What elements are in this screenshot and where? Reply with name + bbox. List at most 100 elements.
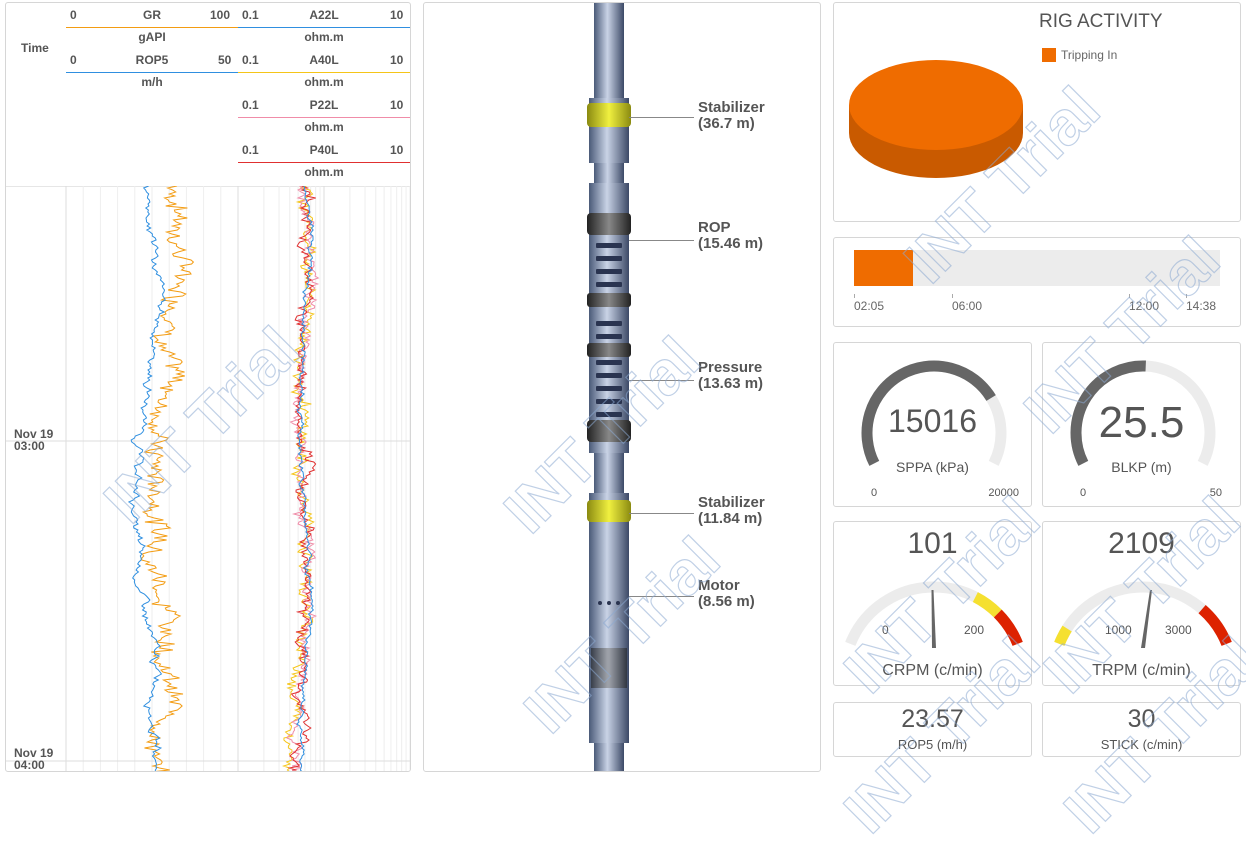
gauge-card[interactable]: 101 CRPM (c/min) 0 200 (833, 521, 1032, 686)
tick-mark (854, 294, 855, 298)
curve-name: A22L (309, 8, 339, 22)
gauge-min: 0 (882, 623, 889, 637)
gauge-label: SPPA (kPa) (896, 459, 969, 475)
curve-unit: ohm.m (304, 30, 344, 44)
gr-name: GR (143, 8, 161, 22)
curve-a22l (295, 186, 315, 771)
leader-line (629, 380, 694, 381)
radial-gauge (861, 360, 1007, 466)
bha-component-label[interactable]: Stabilizer (36.7 m) (698, 99, 765, 132)
well-log-panel[interactable]: Time 0 GR 100 gAPI 0 ROP5 50 m/h 0.1 A22L… (5, 2, 411, 772)
gauge-value: 2109 (1108, 527, 1175, 560)
pie-chart[interactable] (844, 43, 1034, 193)
leader-line (629, 240, 694, 241)
curve-scale-line (238, 72, 410, 73)
timeline-track (854, 250, 1220, 286)
bha-component-label[interactable]: Pressure (13.63 m) (698, 359, 764, 392)
curve-rop5 (127, 186, 166, 771)
tick-mark (1186, 294, 1187, 298)
curve-name: A40L (309, 53, 339, 67)
activity-timeline-card[interactable]: 02:05 06:00 12:00 14:38 (833, 237, 1241, 327)
drill-string (587, 3, 631, 771)
readout-card[interactable]: 23.57 ROP5 (m/h) (833, 702, 1032, 757)
curve-max: 10 (390, 53, 404, 67)
rop5-max: 50 (218, 53, 232, 67)
leader-line (629, 117, 694, 118)
bha-panel[interactable]: Stabilizer (36.7 m) ROP (15.46 m) Pressure (1… (423, 2, 821, 772)
gauge-max: 50 (1209, 487, 1222, 499)
timeline-tick: 14:38 (1186, 299, 1217, 313)
leader-line (629, 596, 694, 597)
stabilizer-upper (587, 103, 631, 127)
gauge-fill (861, 360, 996, 466)
gauge-max: 20000 (988, 487, 1019, 499)
leader-line (629, 513, 694, 514)
readout-label: STICK (c/min) (1100, 737, 1183, 752)
timeline-tick: 02:05 (854, 299, 885, 313)
time-tick-1: Nov 19 03:00 (14, 427, 54, 453)
curve-name: P40L (309, 143, 339, 157)
tick-mark (952, 294, 953, 298)
curve-unit: ohm.m (304, 165, 344, 179)
stabilizer-lower (587, 500, 631, 522)
radial-gauge (1070, 360, 1216, 466)
gauge-label: CRPM (c/min) (882, 662, 983, 679)
time-header: Time (21, 41, 49, 55)
legend-swatch (1042, 48, 1056, 62)
gauge-value: 101 (907, 527, 958, 560)
readout-value: 30 (1127, 705, 1156, 733)
timeline-fill (854, 250, 913, 286)
gr-max: 100 (210, 8, 231, 22)
timeline-tick: 06:00 (952, 299, 983, 313)
time-tick-2: Nov 19 04:00 (14, 746, 54, 772)
gauge-value: 25.5 (1098, 398, 1185, 447)
curve-a40l (281, 186, 318, 771)
curve-min: 0.1 (242, 53, 259, 67)
needle-gauge (1054, 581, 1232, 648)
rop5-name: ROP5 (135, 53, 169, 67)
curve-max: 10 (390, 8, 404, 22)
gauge-label: BLKP (m) (1111, 459, 1172, 475)
curve-scale-line (238, 117, 410, 118)
curve-min: 0.1 (242, 98, 259, 112)
gauge-label: TRPM (c/min) (1092, 662, 1191, 679)
legend-label[interactable]: Tripping In (1061, 48, 1118, 62)
gauge-card[interactable]: 15016 SPPA (kPa) 0 20000 (833, 342, 1032, 507)
bha-component-label[interactable]: Stabilizer (11.84 m) (698, 494, 765, 527)
gauge-band (1198, 604, 1232, 647)
readout-card[interactable]: 30 STICK (c/min) (1042, 702, 1241, 757)
bha-component-label[interactable]: Motor (8.56 m) (698, 577, 755, 610)
gauge-band (1054, 625, 1072, 646)
curve-scale-line (238, 162, 410, 163)
rop5-min: 0 (70, 53, 77, 67)
bha-component-label[interactable]: ROP (15.46 m) (698, 219, 764, 252)
curve-max: 10 (390, 98, 404, 112)
pie-slice-tripping-in (849, 60, 1023, 150)
gauge-needle (931, 590, 936, 648)
gauge-card[interactable]: 25.5 BLKP (m) 0 50 (1042, 342, 1241, 507)
gauge-min: 1000 (1105, 623, 1132, 637)
gr-unit: gAPI (138, 30, 166, 44)
timeline-tick: 12:00 (1129, 299, 1160, 313)
log-tracks[interactable] (6, 186, 411, 772)
curve-max: 10 (390, 143, 404, 157)
gr-min: 0 (70, 8, 77, 22)
gauge-min: 0 (1080, 487, 1087, 499)
gauge-value: 15016 (888, 403, 977, 439)
gauge-min: 0 (871, 487, 878, 499)
curve-unit: ohm.m (304, 75, 344, 89)
rop5-line (66, 72, 238, 73)
tick-mark (1129, 294, 1130, 298)
gauge-needle (1141, 590, 1152, 648)
gr-line (66, 27, 238, 28)
gauge-card[interactable]: 2109 TRPM (c/min) 1000 3000 (1042, 521, 1241, 686)
needle-gauge (845, 581, 1023, 648)
curve-unit: ohm.m (304, 120, 344, 134)
gauge-band (993, 609, 1023, 647)
readout-value: 23.57 (901, 705, 964, 733)
rig-activity-card[interactable]: RIG ACTIVITY Tripping In (833, 2, 1241, 222)
rig-activity-title: RIG ACTIVITY (1039, 11, 1163, 32)
curve-name: P22L (309, 98, 339, 112)
gauge-band (972, 592, 1002, 618)
curve-scale-line (238, 27, 410, 28)
